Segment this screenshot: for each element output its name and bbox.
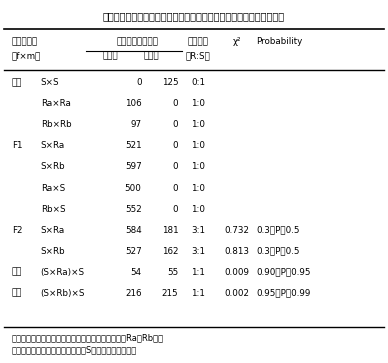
Text: 感受性: 感受性 — [144, 52, 159, 61]
Text: 1:0: 1:0 — [191, 121, 205, 129]
Text: 0.009: 0.009 — [224, 268, 249, 277]
Text: S×Rb: S×Rb — [41, 247, 65, 256]
Text: 1:0: 1:0 — [191, 142, 205, 150]
Text: 0.3＜P＜0.5: 0.3＜P＜0.5 — [256, 247, 300, 256]
Text: 1:0: 1:0 — [191, 99, 205, 108]
Text: Rb×S: Rb×S — [41, 205, 65, 213]
Text: 0.95＜P＜0.99: 0.95＜P＜0.99 — [256, 289, 310, 298]
Text: 戻し: 戻し — [12, 268, 22, 277]
Text: 採取水田の異なる北海道長沼町産の抵抗性２個体（Ra、Rb）と: 採取水田の異なる北海道長沼町産の抵抗性２個体（Ra、Rb）と — [12, 334, 164, 343]
Text: 162: 162 — [162, 247, 178, 256]
Text: 交配: 交配 — [12, 289, 22, 298]
Text: 0: 0 — [173, 99, 178, 108]
Text: 527: 527 — [125, 247, 142, 256]
Text: 521: 521 — [125, 142, 142, 150]
Text: 97: 97 — [130, 121, 142, 129]
Text: 3:1: 3:1 — [191, 247, 205, 256]
Text: 500: 500 — [125, 184, 142, 192]
Text: 0: 0 — [136, 78, 142, 87]
Text: 1:0: 1:0 — [191, 205, 205, 213]
Text: S×S: S×S — [41, 78, 59, 87]
Text: 0.3＜P＜0.5: 0.3＜P＜0.5 — [256, 226, 300, 234]
Text: 予想比率: 予想比率 — [187, 37, 208, 46]
Text: F1: F1 — [12, 142, 22, 150]
Text: S×Ra: S×Ra — [41, 226, 65, 234]
Text: （R:S）: （R:S） — [185, 52, 210, 61]
Text: 1:1: 1:1 — [191, 268, 205, 277]
Text: 0: 0 — [173, 142, 178, 150]
Text: 106: 106 — [125, 99, 142, 108]
Text: 0.90＜P＜0.95: 0.90＜P＜0.95 — [256, 268, 310, 277]
Text: 表現型（個体数）: 表現型（個体数） — [117, 37, 159, 46]
Text: 1:0: 1:0 — [191, 163, 205, 171]
Text: Probability: Probability — [256, 37, 303, 46]
Text: 0.002: 0.002 — [224, 289, 249, 298]
Text: 0: 0 — [173, 163, 178, 171]
Text: 1:0: 1:0 — [191, 184, 205, 192]
Text: （f×m）: （f×m） — [12, 52, 41, 61]
Text: F2: F2 — [12, 226, 22, 234]
Text: 0:1: 0:1 — [191, 78, 205, 87]
Text: 552: 552 — [125, 205, 142, 213]
Text: Ra×S: Ra×S — [41, 184, 65, 192]
Text: (S×Rb)×S: (S×Rb)×S — [41, 289, 85, 298]
Text: 0: 0 — [173, 184, 178, 192]
Text: S×Rb: S×Rb — [41, 163, 65, 171]
Text: Ra×Ra: Ra×Ra — [41, 99, 71, 108]
Text: 215: 215 — [162, 289, 178, 298]
Text: 1:1: 1:1 — [191, 289, 205, 298]
Text: 表２　抵抗性個体と感受性個体の交配後代における抵抗性形質の分離: 表２ 抵抗性個体と感受性個体の交配後代における抵抗性形質の分離 — [103, 11, 285, 21]
Text: 3:1: 3:1 — [191, 226, 205, 234]
Text: 0: 0 — [173, 121, 178, 129]
Text: 216: 216 — [125, 289, 142, 298]
Text: 秋田県神岡町産の感受性１個体（S）を交配に用いた。: 秋田県神岡町産の感受性１個体（S）を交配に用いた。 — [12, 346, 137, 355]
Text: χ²: χ² — [232, 37, 241, 46]
Text: 55: 55 — [167, 268, 178, 277]
Text: 597: 597 — [125, 163, 142, 171]
Text: 0.732: 0.732 — [224, 226, 249, 234]
Text: Rb×Rb: Rb×Rb — [41, 121, 71, 129]
Text: 54: 54 — [130, 268, 142, 277]
Text: 0: 0 — [173, 205, 178, 213]
Text: 自殖: 自殖 — [12, 78, 22, 87]
Text: 抵抗性: 抵抗性 — [103, 52, 118, 61]
Text: S×Ra: S×Ra — [41, 142, 65, 150]
Text: 125: 125 — [162, 78, 178, 87]
Text: 584: 584 — [125, 226, 142, 234]
Text: (S×Ra)×S: (S×Ra)×S — [41, 268, 85, 277]
Text: 181: 181 — [162, 226, 178, 234]
Text: 交配組合せ: 交配組合せ — [12, 37, 38, 46]
Text: 0.813: 0.813 — [224, 247, 249, 256]
